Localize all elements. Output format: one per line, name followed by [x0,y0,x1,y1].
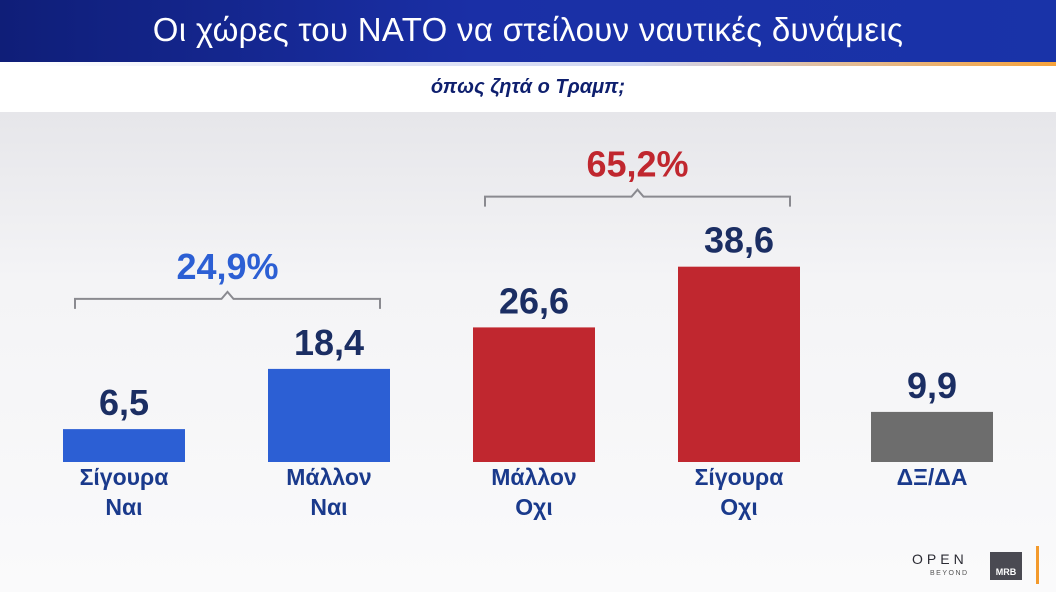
bar-2 [473,327,595,462]
logo-accent-bar [1036,546,1039,584]
value-label-2: 26,6 [499,280,569,321]
group-bracket-0 [74,290,381,309]
mrb-logo: MRB [990,552,1022,580]
value-label-3: 38,6 [704,220,774,261]
group-bracket-1 [484,188,791,207]
value-label-1: 18,4 [294,322,364,363]
bar-0 [63,429,185,462]
bar-chart: 6,5 Σίγουρα Ναι 18,4 Μάλλον Ναι 26,6 Μάλλον Οχι 3… [63,144,993,520]
bar-1 [268,368,390,462]
category-label-2-0: Μάλλον [491,464,576,490]
value-label-0: 6,5 [99,382,149,423]
category-label-0-1: Ναι [105,494,142,520]
open-logo-tagline: BEYOND [930,570,969,577]
group-total-label-0: 24,9% [176,246,278,287]
category-label-1-1: Ναι [310,494,347,520]
chart-title: Οι χώρες του ΝΑΤΟ να στείλουν ναυτικές δ… [152,11,904,48]
category-label-0-0: Σίγουρα [80,464,169,490]
title-banner [0,0,1056,62]
bar-4 [871,411,993,462]
subtitle-band [0,66,1056,112]
chart-subtitle: όπως ζητά ο Τραμπ; [430,76,626,98]
title-accent-line [0,62,1056,66]
bar-3 [678,266,800,462]
open-logo: OPEN [912,551,968,567]
category-label-2-1: Οχι [515,494,553,520]
chart-area: 6,5 Σίγουρα Ναι 18,4 Μάλλον Ναι 26,6 Μάλλον Οχι 3… [0,112,1056,592]
group-total-label-1: 65,2% [586,144,688,185]
category-label-1-0: Μάλλον [286,464,371,490]
category-label-3-0: Σίγουρα [695,464,784,490]
category-label-4-0: ΔΞ/ΔΑ [897,464,968,490]
category-label-3-1: Οχι [720,494,758,520]
value-label-4: 9,9 [907,365,957,406]
